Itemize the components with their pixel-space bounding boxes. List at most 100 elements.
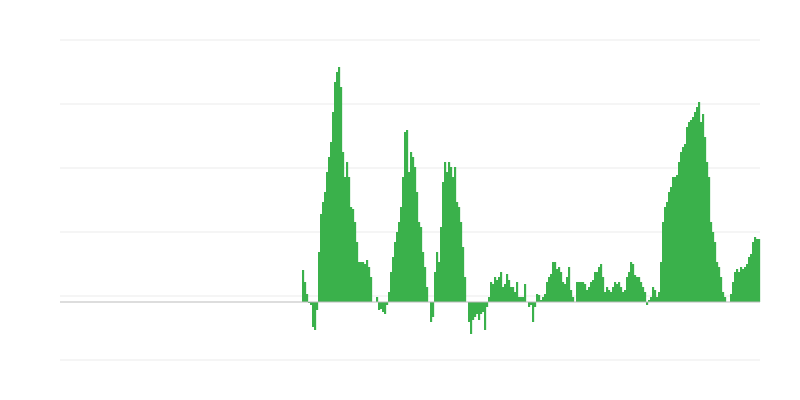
bar [598,267,601,302]
bar [540,300,543,302]
bar [752,242,755,302]
bar [626,277,629,302]
bar [404,132,407,302]
bar [498,277,501,302]
bar [458,207,461,302]
bar [400,207,403,302]
bar [744,267,747,302]
bar [354,222,357,302]
bar [650,297,653,302]
bar [336,72,339,302]
bar [328,157,331,302]
bar [654,290,657,302]
bar [450,167,453,302]
bar [436,252,439,302]
bar [356,242,359,302]
bar [602,277,605,302]
bar [446,172,449,302]
bar [506,274,509,302]
bar [430,302,433,322]
bar [730,294,733,302]
bar [348,177,351,302]
bar [306,294,309,302]
bar [684,144,687,302]
bar [754,237,757,302]
bar [390,272,393,302]
bar [332,112,335,302]
bar [500,272,503,302]
bar [610,292,613,302]
bar [552,262,555,302]
bar [320,214,323,302]
bar [630,262,633,302]
bar [758,239,761,302]
bar [702,114,705,302]
bar [686,127,689,302]
bar [668,192,671,302]
bar [402,177,405,302]
bar [678,162,681,302]
bar [628,272,631,302]
bar [318,252,321,302]
bar [334,82,337,302]
bar [322,202,325,302]
bar [688,122,691,302]
bar [644,292,647,302]
bar [548,277,551,302]
bar [530,302,533,305]
bar [660,262,663,302]
bar [406,130,409,302]
bar [698,102,701,302]
bar [408,172,411,302]
bar [470,302,473,334]
bar [370,277,373,302]
bar [724,297,727,302]
bar [608,290,611,302]
bar [464,277,467,302]
bar [440,227,443,302]
bar [680,152,683,302]
bar [520,297,523,302]
bar [568,267,571,302]
bar [316,302,319,310]
bar [362,262,365,302]
bar [622,292,625,302]
bar [538,295,541,302]
bar [670,187,673,302]
bar [478,302,481,320]
bar [384,302,387,314]
bar [674,177,677,302]
bar [612,287,615,302]
bar [412,157,415,302]
bar [468,302,471,322]
bar [692,117,695,302]
bar [442,182,445,302]
bar [666,202,669,302]
bar [716,262,719,302]
bar [606,287,609,302]
bar [694,112,697,302]
bar [636,277,639,302]
bar [420,227,423,302]
bar [536,294,539,302]
bar [572,297,575,302]
bar [516,282,519,302]
bar [632,264,635,302]
bar [582,282,585,302]
bar [452,177,455,302]
bar [738,272,741,302]
bar [564,284,567,302]
bar [358,262,361,302]
bar [742,269,745,302]
bar [690,120,693,302]
bar [734,272,737,302]
bar [542,297,545,302]
bar [746,264,749,302]
bar [616,284,619,302]
bar [718,267,721,302]
bar [496,280,499,302]
bar [640,282,643,302]
bar [502,287,505,302]
bar [658,292,661,302]
